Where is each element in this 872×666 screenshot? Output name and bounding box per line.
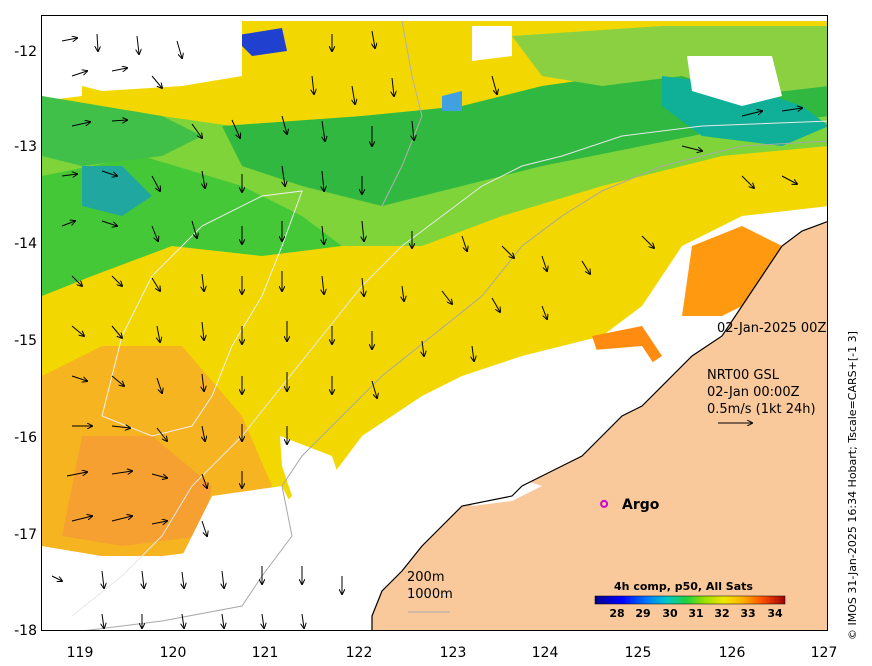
colorbar-tick: 30 xyxy=(662,607,678,620)
colorbar-tick: 33 xyxy=(740,607,756,620)
x-tick-label: 127 xyxy=(810,645,838,661)
coastline xyxy=(371,221,827,630)
y-tick-label: -15 xyxy=(14,333,37,349)
colorbar-tick: 31 xyxy=(688,607,704,620)
contour-1000m-label: 1000m xyxy=(407,587,453,602)
x-tick-label: 120 xyxy=(159,645,187,661)
x-tick-label: 124 xyxy=(531,645,559,661)
x-tick-label: 123 xyxy=(439,645,467,661)
x-tick-label: 121 xyxy=(251,645,279,661)
product-line1: NRT00 GSL xyxy=(707,368,779,383)
colorbar-tick: 32 xyxy=(714,607,730,620)
sst-map xyxy=(42,16,827,630)
velocity-scale-label: 0.5m/s (1kt 24h) xyxy=(707,402,816,417)
x-tick-label: 119 xyxy=(66,645,94,661)
product-line2: 02-Jan 00:00Z xyxy=(707,385,800,400)
map-frame[interactable] xyxy=(41,15,828,631)
current-vectors xyxy=(51,30,802,628)
x-tick-label: 125 xyxy=(624,645,652,661)
sst-field xyxy=(42,16,827,630)
x-tick-label: 122 xyxy=(345,645,373,661)
date-label: 02-Jan-2025 00Z xyxy=(717,321,827,336)
y-tick-label: -16 xyxy=(14,430,37,446)
colorbar-title: 4h comp, p50, All Sats xyxy=(614,580,753,593)
x-tick-label: 126 xyxy=(718,645,746,661)
bathymetry-contours xyxy=(71,20,827,630)
colorbar-tick: 29 xyxy=(635,607,651,620)
y-tick-label: -12 xyxy=(14,44,37,60)
land-mass xyxy=(372,221,827,630)
argo-label[interactable]: Argo xyxy=(622,497,660,513)
colorbar-tick: 28 xyxy=(609,607,625,620)
colorbar xyxy=(594,595,786,605)
y-tick-label: -17 xyxy=(14,527,37,543)
contour-200m-label: 200m xyxy=(407,570,445,585)
y-tick-label: -13 xyxy=(14,139,37,155)
argo-float-marker[interactable] xyxy=(600,499,609,508)
colorbar-tick: 34 xyxy=(767,607,783,620)
y-tick-label: -14 xyxy=(14,236,37,252)
credit-text: © IMOS 31-Jan-2025 16:34 Hobart; Tscale=… xyxy=(846,331,859,640)
y-tick-label: -18 xyxy=(14,623,37,639)
